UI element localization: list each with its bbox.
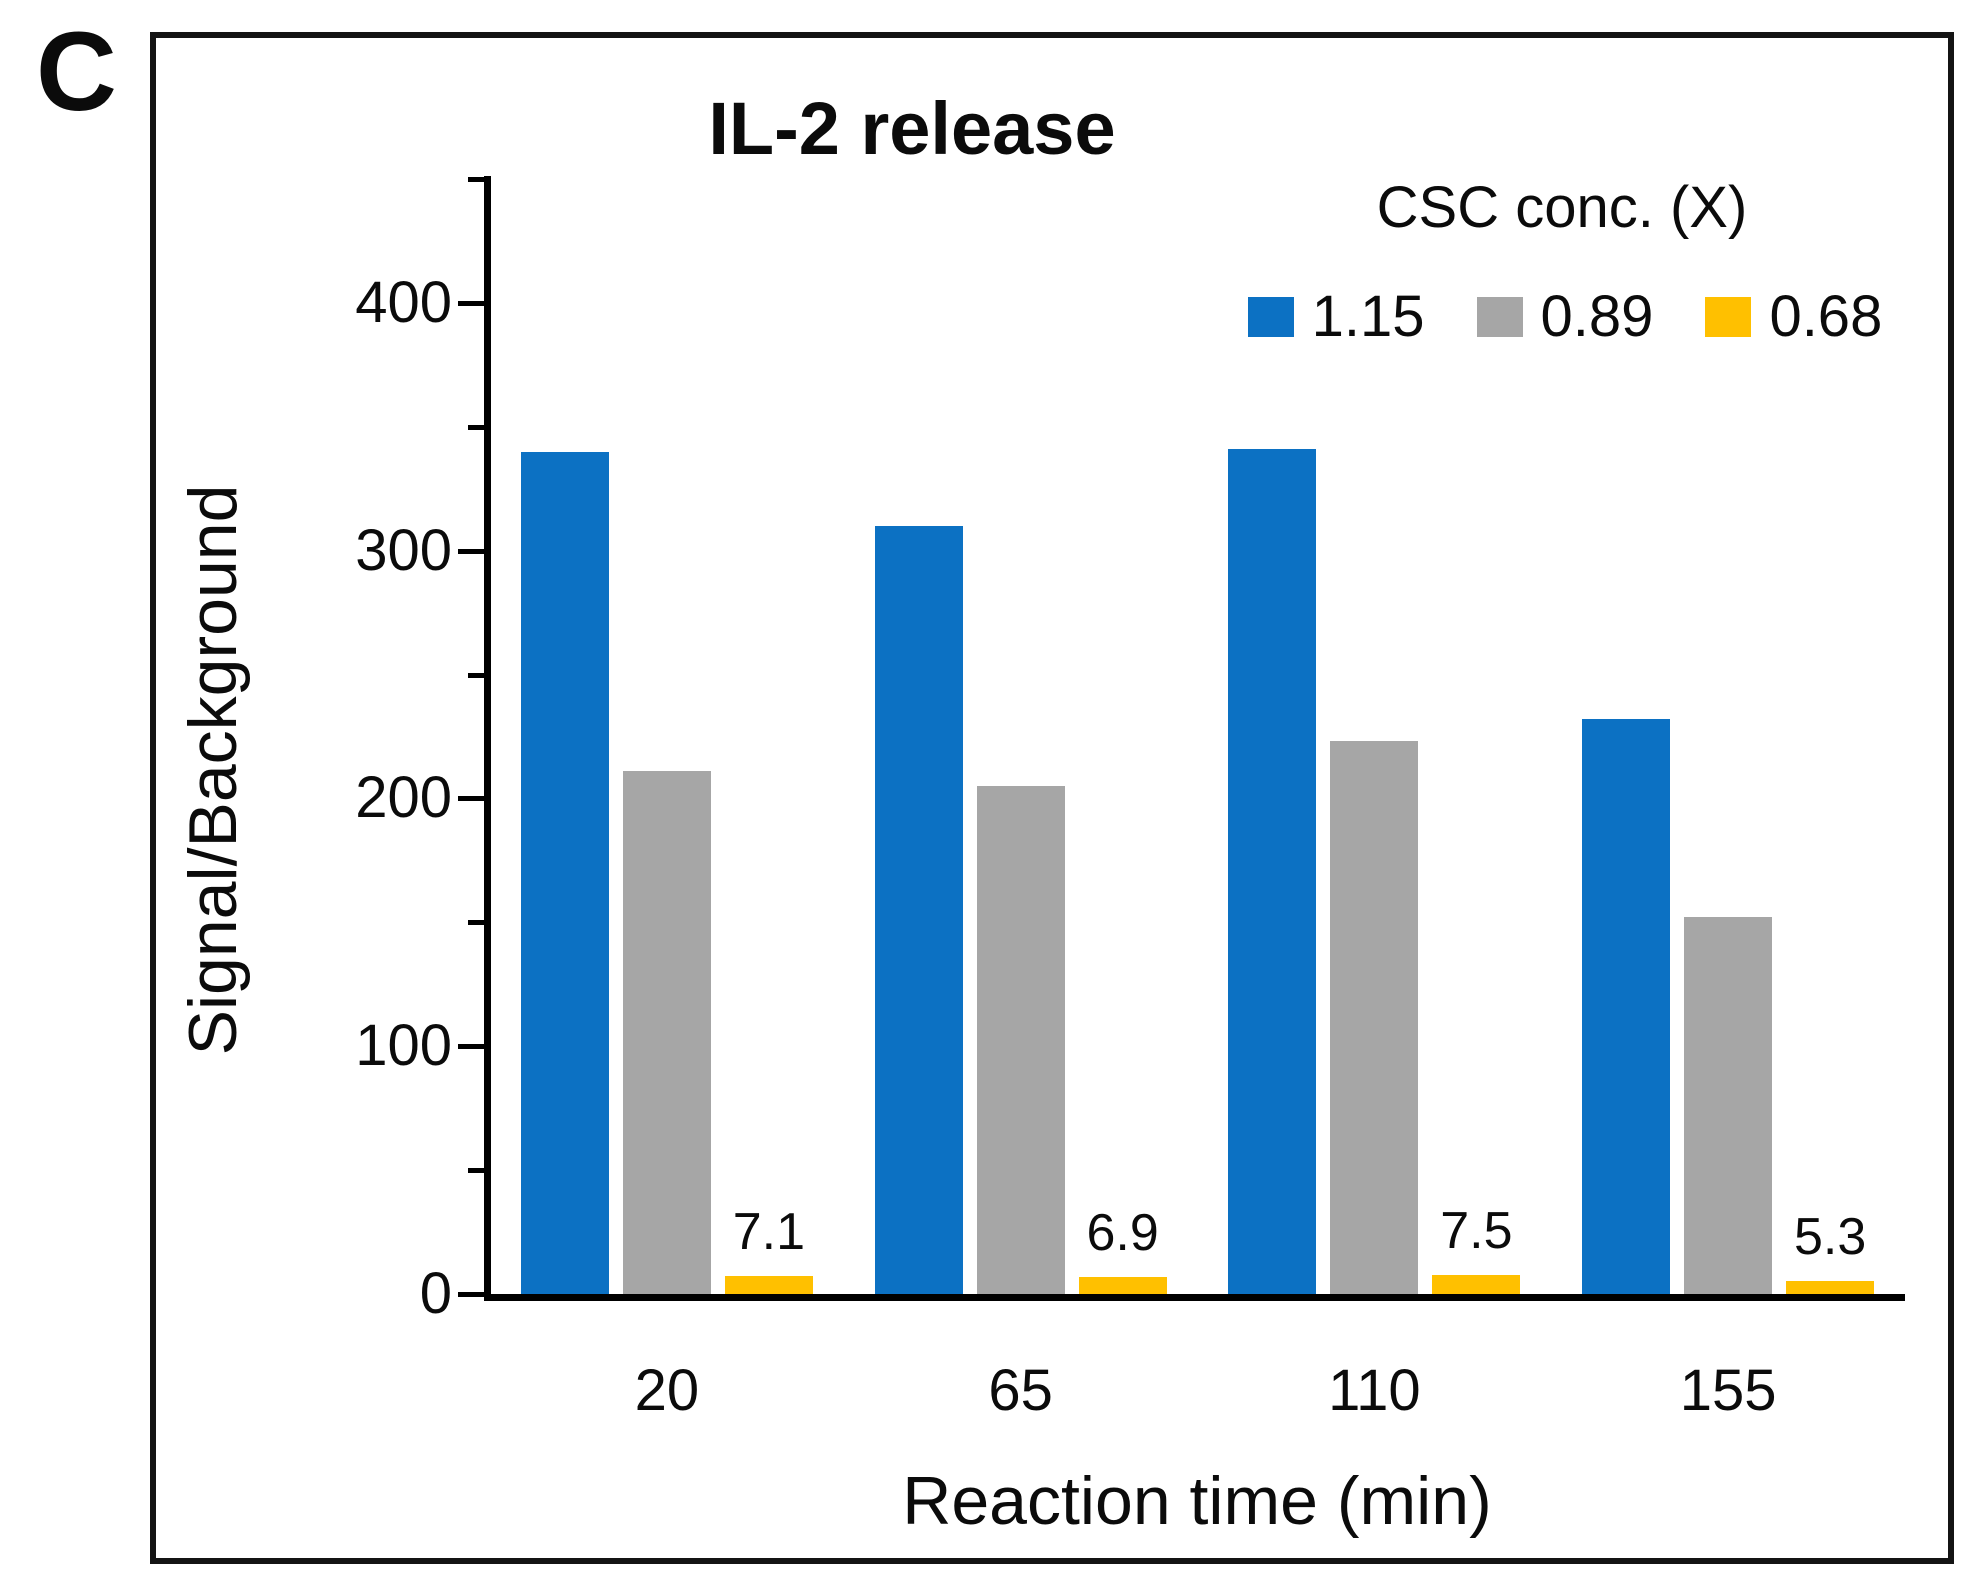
bar-value-label: 6.9 <box>1086 1203 1159 1262</box>
bar-value-label: 7.5 <box>1440 1202 1513 1261</box>
x-category-label: 20 <box>634 1358 700 1423</box>
y-tick-label: 400 <box>355 269 452 335</box>
bar-0.89-110 <box>1330 741 1419 1294</box>
legend-label: 0.89 <box>1540 284 1654 349</box>
bar-value-label: 7.1 <box>732 1203 806 1262</box>
x-category-label: 110 <box>1328 1358 1421 1423</box>
bar-value-label: 5.3 <box>1793 1207 1867 1266</box>
y-tick <box>458 548 490 554</box>
bar-0.68-65 <box>1078 1276 1167 1294</box>
y-axis-line <box>484 176 491 1301</box>
bar-0.89-20 <box>622 771 711 1294</box>
y-tick <box>468 424 490 430</box>
legend-item-0.68: 0.68 <box>1705 288 1882 346</box>
y-tick <box>468 672 490 678</box>
y-tick <box>458 1292 490 1297</box>
legend-swatch-icon <box>1247 297 1294 337</box>
bar-1.15-20 <box>520 451 609 1294</box>
y-tick <box>458 300 490 306</box>
y-tick <box>468 1168 490 1174</box>
x-axis-line <box>484 1294 1905 1301</box>
bar-0.68-110 <box>1432 1275 1521 1294</box>
y-tick-label: 100 <box>355 1013 452 1079</box>
y-tick <box>458 1044 490 1050</box>
bar-1.15-155 <box>1582 719 1671 1294</box>
legend-item-0.89: 0.89 <box>1476 284 1654 349</box>
y-axis-title: Signal/Background <box>175 484 251 1056</box>
y-tick <box>458 796 490 802</box>
x-category-label: 65 <box>988 1358 1053 1423</box>
x-category-label: 155 <box>1679 1358 1777 1423</box>
y-tick <box>468 177 490 182</box>
legend-item-1.15: 1.15 <box>1247 284 1425 349</box>
y-tick <box>468 920 490 926</box>
legend-swatch-icon <box>1705 297 1752 337</box>
x-axis-title: Reaction time (min) <box>902 1463 1492 1539</box>
chart-title: IL-2 release <box>708 87 1116 170</box>
bar-0.68-20 <box>724 1276 813 1294</box>
y-tick-label: 200 <box>355 765 452 831</box>
y-tick-label: 300 <box>355 517 452 583</box>
bar-1.15-65 <box>874 525 963 1294</box>
legend-swatch-icon <box>1476 297 1523 337</box>
y-tick-label: 0 <box>419 1261 452 1326</box>
legend-label: 0.68 <box>1769 284 1883 349</box>
legend-title: CSC conc. (X) <box>1376 175 1748 240</box>
bar-0.89-65 <box>976 786 1065 1294</box>
panel-label: C <box>36 9 117 134</box>
bar-0.68-155 <box>1786 1280 1875 1294</box>
legend: 1.15 0.89 0.68 <box>1165 288 1963 346</box>
bar-1.15-110 <box>1228 449 1317 1294</box>
legend-label: 1.15 <box>1311 284 1425 349</box>
bar-0.89-155 <box>1684 917 1773 1294</box>
